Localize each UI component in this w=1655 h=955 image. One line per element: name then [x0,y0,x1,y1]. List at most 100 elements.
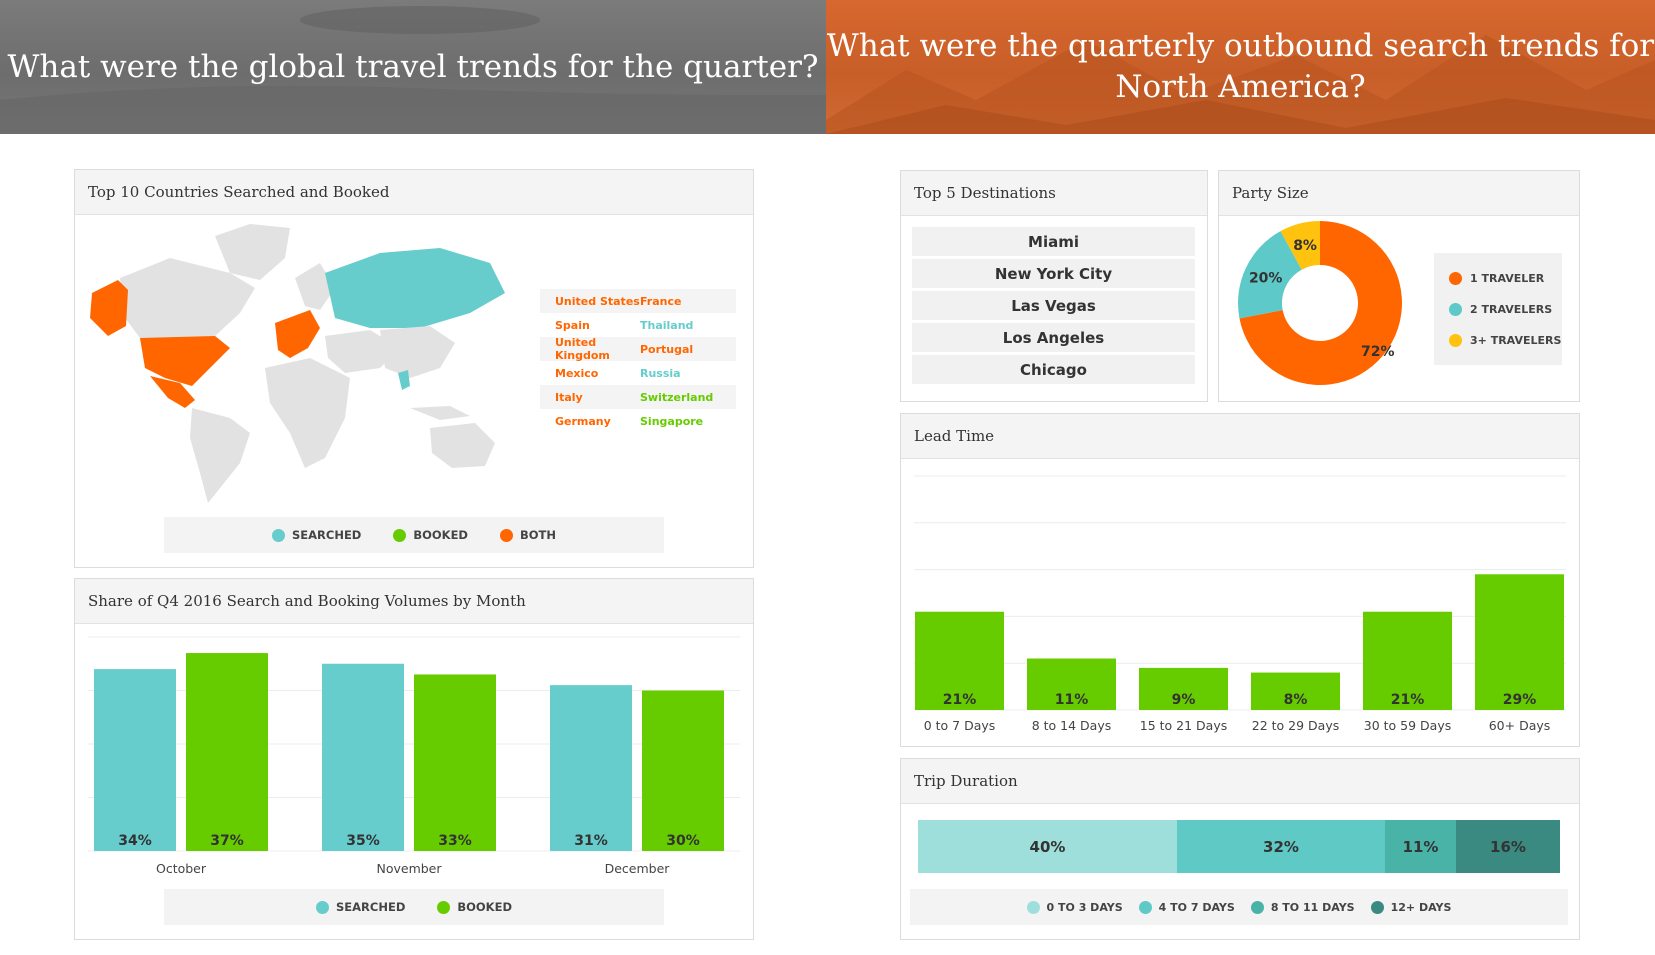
right-banner: What were the quarterly outbound search … [826,0,1655,134]
lead-panel: Lead Time [900,413,1580,747]
map-africa [265,358,350,468]
map-alaska [90,280,128,336]
party-title: Party Size [1219,171,1579,216]
donut-slice [1239,221,1402,385]
destination-item: Los Angeles [912,323,1195,352]
lead-bar [1251,672,1340,710]
country-left: Spain [555,318,590,332]
trip-segment: 32% [1177,820,1385,873]
party-donut-chart: 72% 20% 8% [1238,221,1402,385]
legend-label: SEARCHED [291,528,362,542]
legend-label: 1 TRAVELER [1470,272,1545,285]
destination-item: Las Vegas [912,291,1195,320]
left-banner: What were the global travel trends for t… [0,0,826,134]
legend-item-1-traveler: 1 TRAVELER [1434,263,1562,294]
traveler-2-dot-icon [1449,303,1462,316]
party-legend: 1 TRAVELER 2 TRAVELERS 3+ TRAVELERS [1434,253,1562,365]
country-row: Mexico Russia [540,361,736,385]
lead-bar [1363,611,1452,710]
lead-bar [1139,667,1228,710]
country-row: United States France [540,289,736,313]
legend-label: 12+ DAYS [1390,900,1452,914]
slice-label: 8% [1293,238,1317,254]
bar-value-label: 8% [1284,692,1308,708]
bar-booked [642,690,724,851]
country-right: Russia [640,366,681,380]
share-legend: SEARCHED BOOKED [164,889,664,925]
bar-value-label: 29% [1503,692,1537,708]
both-dot-icon [499,528,513,542]
x-tick-label: 0 to 7 Days [924,718,996,733]
traveler-1-dot-icon [1449,272,1462,285]
booked-dot-icon [437,900,451,914]
legend-label: SEARCHED [336,900,406,914]
country-row: Italy Switzerland [540,385,736,409]
bar-value-label: 30% [666,833,700,849]
map-south-america [190,408,250,503]
left-banner-title: What were the global travel trends for t… [7,48,819,85]
country-row: United Kingdom Portugal [540,336,736,362]
searched-dot-icon [271,528,285,542]
map-canada [120,258,255,338]
legend-item-4-7: 4 TO 7 DAYS [1138,900,1235,914]
x-tick-label: October [156,861,207,876]
country-right: Singapore [640,414,704,428]
destination-item: New York City [912,259,1195,288]
bar-booked [186,653,268,851]
share-bar-chart: 34% 37%October 35% 33% November 31% 30% Decembe… [88,636,740,876]
bar-searched [550,685,632,851]
bar-value-label: 21% [943,692,977,708]
lead-bar [1027,658,1116,710]
lead-bar [1475,574,1564,710]
trip-12-dot-icon [1370,900,1384,914]
destinations-list: Miami New York City Las Vegas Los Angele… [912,227,1195,387]
legend-label: 3+ TRAVELERS [1470,334,1562,347]
trip-title: Trip Duration [901,759,1579,804]
x-tick-label: December [605,861,671,876]
trip-segment: 16% [1456,820,1560,873]
map-greenland [215,224,290,280]
legend-item-both: BOTH [499,528,556,542]
legend-item-searched: SEARCHED [271,528,362,542]
plane-background-graphic [0,6,826,134]
legend-item-12-plus: 12+ DAYS [1370,900,1452,914]
map-mexico [150,376,195,408]
map-asia [380,326,455,378]
donut-slice [1280,221,1320,270]
legend-item-0-3: 0 TO 3 DAYS [1026,900,1123,914]
trip-4-7-dot-icon [1138,900,1152,914]
country-right: Portugal [640,342,694,356]
legend-item-3-travelers: 3+ TRAVELERS [1434,325,1562,356]
slice-label: 20% [1249,270,1283,286]
bar-value-label: 35% [346,833,380,849]
trip-8-11-dot-icon [1250,900,1264,914]
legend-item-2-travelers: 2 TRAVELERS [1434,294,1562,325]
traveler-3-dot-icon [1449,334,1462,347]
map-thailand [398,370,410,390]
country-row: Germany Singapore [540,409,736,433]
destination-item: Miami [912,227,1195,256]
bar-value-label: 11% [1055,692,1089,708]
trip-legend: 0 TO 3 DAYS 4 TO 7 DAYS 8 TO 11 DAYS 12+… [910,889,1568,925]
map-indonesia [410,406,470,420]
country-row: Spain Thailand [540,313,736,337]
x-tick-label: 60+ Days [1489,718,1551,733]
x-tick-label: 22 to 29 Days [1252,718,1339,733]
legend-label: 0 TO 3 DAYS [1046,900,1123,914]
legend-label: 4 TO 7 DAYS [1158,900,1235,914]
legend-label: 2 TRAVELERS [1470,303,1553,316]
bar-value-label: 34% [118,833,152,849]
trip-segment: 40% [918,820,1177,873]
lead-title: Lead Time [901,414,1579,459]
right-banner-title: What were the quarterly outbound search … [826,28,1655,105]
x-tick-label: 8 to 14 Days [1032,718,1112,733]
map-australia [430,423,495,468]
trip-0-3-dot-icon [1026,900,1040,914]
legend-label: BOOKED [413,528,468,542]
legend-label: 8 TO 11 DAYS [1270,900,1355,914]
bar-value-label: 21% [1391,692,1425,708]
bar-value-label: 9% [1172,692,1196,708]
map-middle-east [325,330,400,373]
map-usa [140,336,230,386]
legend-label: BOTH [519,528,556,542]
